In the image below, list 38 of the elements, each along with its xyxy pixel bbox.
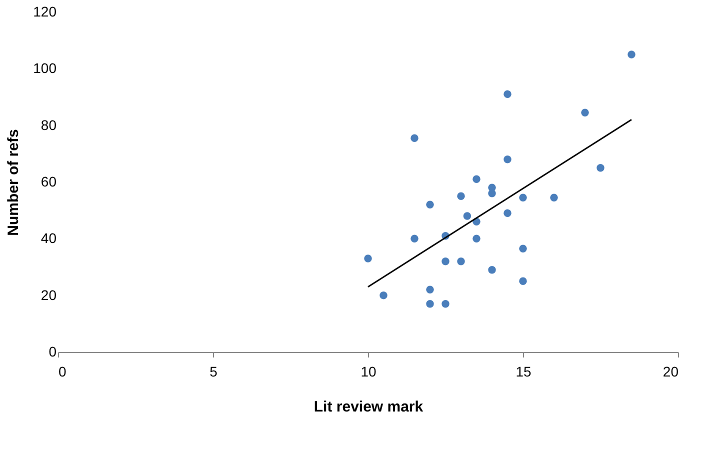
point <box>472 175 480 184</box>
point <box>380 291 388 300</box>
y-tick-label: 100 <box>33 60 57 76</box>
y-tick-label: 60 <box>40 174 57 190</box>
x-tick-label: 15 <box>516 364 532 380</box>
point <box>550 194 558 202</box>
point <box>457 257 465 266</box>
x-tick-label: 5 <box>210 364 218 380</box>
point <box>426 200 434 209</box>
point <box>442 257 450 266</box>
point <box>410 234 418 243</box>
y-axis-title: Number of refs <box>5 129 22 236</box>
point <box>488 266 496 274</box>
point <box>504 155 512 164</box>
point <box>426 300 434 308</box>
point <box>457 192 465 200</box>
point <box>504 90 512 98</box>
point <box>628 50 636 58</box>
point <box>504 209 512 218</box>
point <box>519 277 527 286</box>
point <box>519 244 527 252</box>
x-axis-title: Lit review mark <box>314 398 424 416</box>
point <box>472 234 480 243</box>
point <box>442 300 450 308</box>
point <box>596 164 604 172</box>
y-tick-label: 40 <box>40 230 57 246</box>
point <box>426 286 434 294</box>
point <box>463 212 472 220</box>
y-tick-label: 120 <box>33 4 57 20</box>
x-tick-label: 20 <box>662 364 679 380</box>
y-tick-label: 0 <box>48 344 57 360</box>
point <box>519 194 527 202</box>
x-tick-label: 10 <box>360 364 376 380</box>
point <box>364 254 372 262</box>
point <box>581 108 589 116</box>
y-tick-label: 20 <box>40 286 57 303</box>
y-tick-label: 80 <box>40 116 57 133</box>
point <box>410 134 418 142</box>
